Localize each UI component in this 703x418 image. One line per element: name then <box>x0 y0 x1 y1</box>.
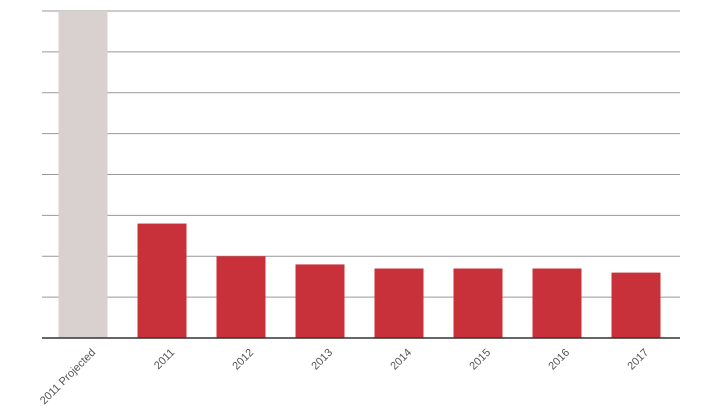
bar-2011 <box>137 223 187 338</box>
bar-2011-projected <box>58 11 108 338</box>
bars <box>58 11 661 338</box>
x-tick-label: 2013 <box>309 347 335 373</box>
bar-2013 <box>295 264 345 338</box>
x-tick-label: 2011 <box>152 347 177 372</box>
x-tick-label: 2015 <box>467 347 493 373</box>
bar-2016 <box>532 268 582 338</box>
bar-2017 <box>611 272 661 338</box>
x-tick-label: 2011 Projected <box>38 347 98 407</box>
x-tick-label: 2012 <box>230 347 256 373</box>
x-tick-label: 2017 <box>625 347 651 373</box>
x-tick-labels: 2011 Projected 2011 2012 2013 2014 2015 2016 20… <box>38 347 651 407</box>
bar-2012 <box>216 256 266 338</box>
x-tick-label: 2016 <box>546 347 572 373</box>
bar-2014 <box>374 268 424 338</box>
bar-2015 <box>453 268 503 338</box>
x-tick-label: 2014 <box>388 347 414 373</box>
